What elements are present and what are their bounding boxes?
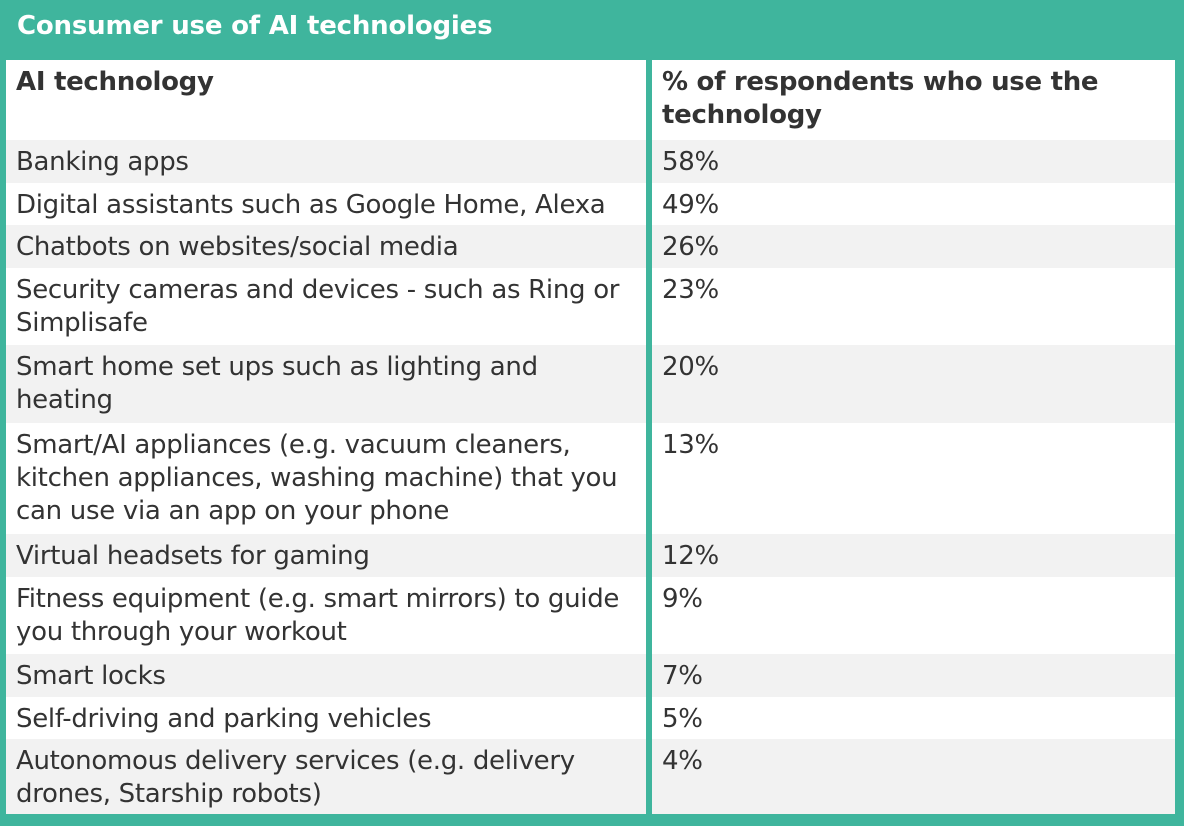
- table-row: Security cameras and devices - such as R…: [6, 268, 1175, 345]
- technology-cell: Chatbots on websites/social media: [6, 225, 646, 268]
- table-row: Smart locks 7%: [6, 654, 1175, 697]
- table-row: Autonomous delivery services (e.g. deliv…: [6, 739, 1175, 814]
- table-body: Banking apps 58% Digital assistants such a…: [6, 140, 1175, 814]
- table-row: Virtual headsets for gaming 12%: [6, 534, 1175, 577]
- percent-cell: 9%: [652, 577, 1175, 654]
- percent-cell: 58%: [652, 140, 1175, 183]
- technology-cell: Smart/AI appliances (e.g. vacuum cleaner…: [6, 423, 646, 534]
- column-header-technology: AI technology: [6, 60, 646, 140]
- technology-cell: Virtual headsets for gaming: [6, 534, 646, 577]
- percent-cell: 5%: [652, 697, 1175, 739]
- table-row: Smart home set ups such as lighting and …: [6, 345, 1175, 423]
- table-header-row: AI technology % of respondents who use t…: [6, 60, 1175, 140]
- percent-cell: 4%: [652, 739, 1175, 814]
- technology-cell: Digital assistants such as Google Home, …: [6, 183, 646, 225]
- table-row: Fitness equipment (e.g. smart mirrors) t…: [6, 577, 1175, 654]
- data-table: AI technology % of respondents who use t…: [6, 60, 1175, 814]
- percent-cell: 26%: [652, 225, 1175, 268]
- table-row: Smart/AI appliances (e.g. vacuum cleaner…: [6, 423, 1175, 534]
- percent-cell: 12%: [652, 534, 1175, 577]
- column-header-percent: % of respondents who use the technology: [652, 60, 1175, 140]
- percent-cell: 7%: [652, 654, 1175, 697]
- table-row: Digital assistants such as Google Home, …: [6, 183, 1175, 225]
- table-row: Self-driving and parking vehicles 5%: [6, 697, 1175, 739]
- technology-cell: Security cameras and devices - such as R…: [6, 268, 646, 345]
- table-row: Banking apps 58%: [6, 140, 1175, 183]
- technology-cell: Fitness equipment (e.g. smart mirrors) t…: [6, 577, 646, 654]
- chart-title: Consumer use of AI technologies: [17, 11, 493, 41]
- technology-cell: Banking apps: [6, 140, 646, 183]
- technology-cell: Self-driving and parking vehicles: [6, 697, 646, 739]
- technology-cell: Smart locks: [6, 654, 646, 697]
- table-row: Chatbots on websites/social media 26%: [6, 225, 1175, 268]
- percent-cell: 20%: [652, 345, 1175, 423]
- technology-cell: Autonomous delivery services (e.g. deliv…: [6, 739, 646, 814]
- technology-cell: Smart home set ups such as lighting and …: [6, 345, 646, 423]
- percent-cell: 13%: [652, 423, 1175, 534]
- percent-cell: 49%: [652, 183, 1175, 225]
- percent-cell: 23%: [652, 268, 1175, 345]
